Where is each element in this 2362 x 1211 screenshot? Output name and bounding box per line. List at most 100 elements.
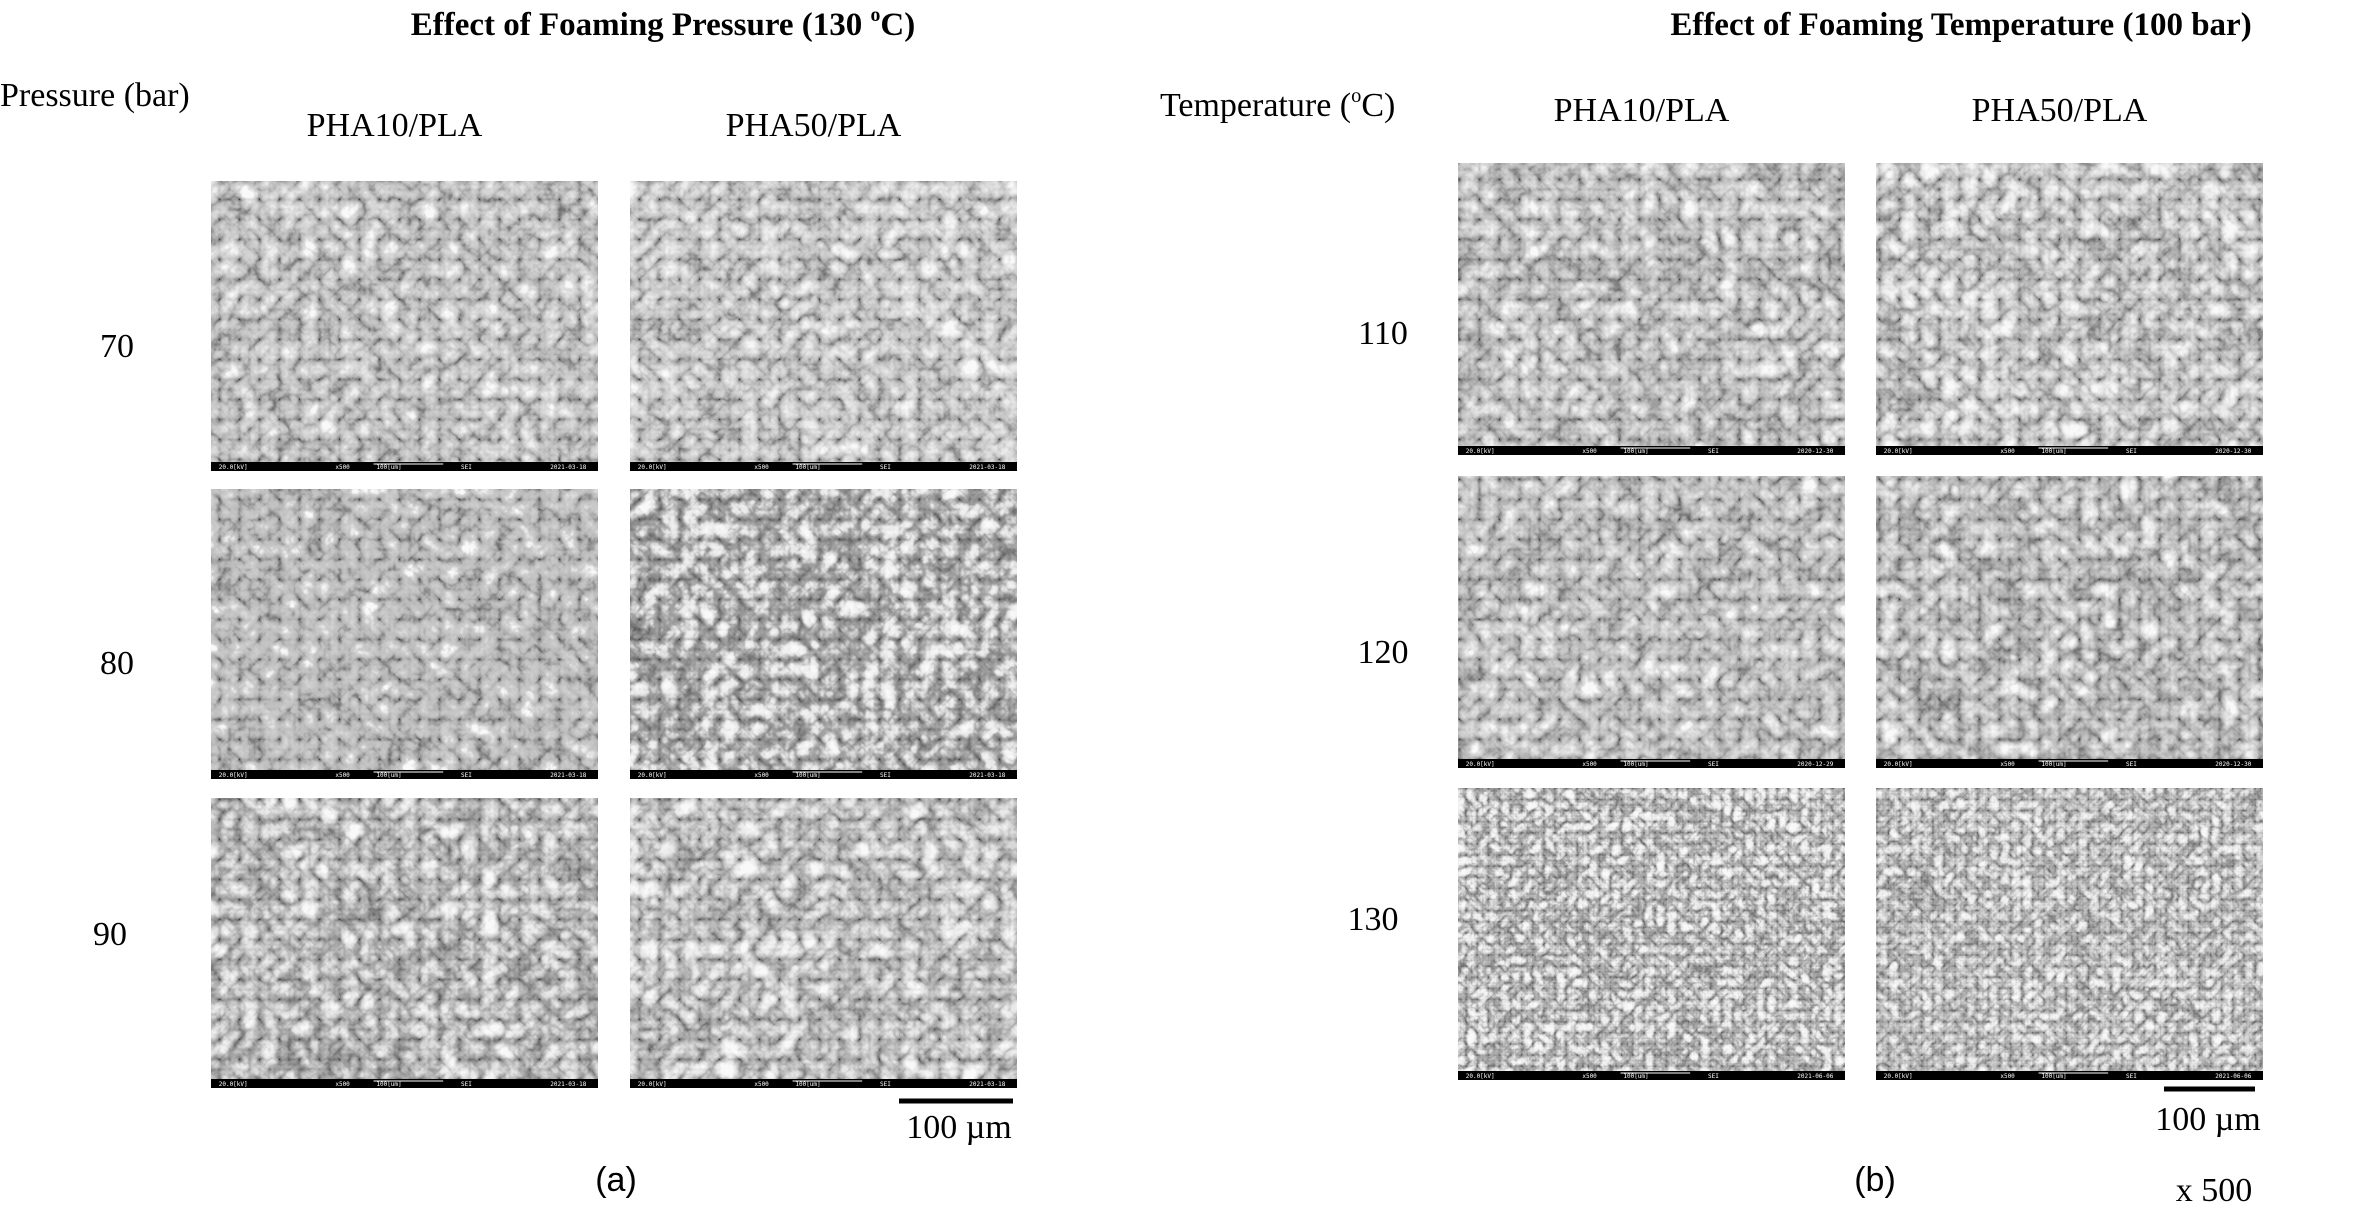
info-scale: 100[um] bbox=[795, 772, 820, 779]
sem-image: 20.0[kV] x500 100[um] SEI 2021-06-06 bbox=[1458, 788, 1845, 1080]
info-kv: 20.0[kV] bbox=[638, 772, 667, 779]
info-bar bbox=[1458, 759, 1845, 768]
info-kv: 20.0[kV] bbox=[1884, 448, 1913, 455]
info-scale: 100[um] bbox=[2041, 761, 2066, 768]
info-date: 2021-03-18 bbox=[969, 464, 1006, 471]
row-axis-label-part: Temperature ( bbox=[1160, 87, 1351, 124]
info-kv: 20.0[kV] bbox=[219, 772, 248, 779]
info-mag: x500 bbox=[335, 772, 350, 779]
sem-texture bbox=[1876, 476, 2263, 768]
sem-texture bbox=[1458, 788, 1845, 1080]
row-label: 70 bbox=[100, 328, 134, 365]
info-bar bbox=[1458, 446, 1845, 455]
info-kv: 20.0[kV] bbox=[219, 1081, 248, 1088]
column-header: PHA50/PLA bbox=[1972, 92, 2148, 129]
info-date: 2021-06-06 bbox=[2215, 1073, 2252, 1080]
row-axis-label-sup: o bbox=[1351, 85, 1361, 107]
info-scale: 100[um] bbox=[376, 1081, 401, 1088]
sem-image: 20.0[kV] x500 100[um] SEI 2020-12-30 bbox=[1876, 476, 2263, 768]
info-mag: x500 bbox=[754, 1081, 769, 1088]
info-bar bbox=[630, 1079, 1017, 1088]
info-kv: 20.0[kV] bbox=[219, 464, 248, 471]
info-scale: 100[um] bbox=[795, 1081, 820, 1088]
info-mag: x500 bbox=[2000, 1073, 2015, 1080]
panel-title: Effect of Foaming Pressure (130 oC) bbox=[411, 4, 915, 43]
scale-bar-label: 100 µm bbox=[2155, 1101, 2261, 1138]
info-bar bbox=[211, 462, 598, 471]
info-scale: 100[um] bbox=[2041, 448, 2066, 455]
info-kv: 20.0[kV] bbox=[1884, 761, 1913, 768]
info-bar bbox=[630, 770, 1017, 779]
info-det: SEI bbox=[2126, 448, 2137, 455]
info-date: 2020-12-30 bbox=[1797, 448, 1834, 455]
panel-label: (a) bbox=[595, 1161, 637, 1199]
info-kv: 20.0[kV] bbox=[638, 1081, 667, 1088]
sem-texture bbox=[1458, 163, 1845, 455]
panel-title-sup: o bbox=[871, 4, 881, 26]
column-header: PHA10/PLA bbox=[1554, 92, 1730, 129]
info-det: SEI bbox=[880, 464, 891, 471]
info-scale: 100[um] bbox=[376, 772, 401, 779]
sem-texture bbox=[211, 181, 598, 471]
sem-texture bbox=[1876, 163, 2263, 455]
sem-image: 20.0[kV] x500 100[um] SEI 2020-12-29 bbox=[1458, 476, 1845, 768]
info-det: SEI bbox=[2126, 1073, 2137, 1080]
info-bar bbox=[630, 462, 1017, 471]
row-axis-label: Pressure (bar) bbox=[0, 77, 190, 114]
info-mag: x500 bbox=[754, 464, 769, 471]
info-kv: 20.0[kV] bbox=[1466, 761, 1495, 768]
info-bar bbox=[1876, 446, 2263, 455]
info-scale: 100[um] bbox=[2041, 1073, 2066, 1080]
row-label: 110 bbox=[1358, 315, 1408, 352]
info-scale: 100[um] bbox=[1623, 1073, 1648, 1080]
row-label: 90 bbox=[93, 916, 127, 953]
info-det: SEI bbox=[1708, 761, 1719, 768]
info-det: SEI bbox=[2126, 761, 2137, 768]
info-mag: x500 bbox=[2000, 761, 2015, 768]
info-kv: 20.0[kV] bbox=[1884, 1073, 1913, 1080]
panel-title: Effect of Foaming Temperature (100 bar) bbox=[1670, 7, 2251, 43]
sem-image: 20.0[kV] x500 100[um] SEI 2021-03-18 bbox=[630, 489, 1017, 779]
row-axis-label-part: C) bbox=[1361, 87, 1395, 124]
sem-image: 20.0[kV] x500 100[um] SEI 2021-03-18 bbox=[211, 181, 598, 471]
info-det: SEI bbox=[880, 772, 891, 779]
info-bar bbox=[1458, 1071, 1845, 1080]
info-kv: 20.0[kV] bbox=[1466, 1073, 1495, 1080]
info-mag: x500 bbox=[754, 772, 769, 779]
row-label: 130 bbox=[1348, 901, 1399, 938]
panel-label: (b) bbox=[1854, 1161, 1896, 1199]
sem-image: 20.0[kV] x500 100[um] SEI 2021-06-06 bbox=[1876, 788, 2263, 1080]
row-label: 80 bbox=[100, 645, 134, 682]
column-header: PHA50/PLA bbox=[726, 107, 902, 144]
info-kv: 20.0[kV] bbox=[638, 464, 667, 471]
row-axis-label-part: Pressure (bar) bbox=[0, 77, 190, 114]
sem-image: 20.0[kV] x500 100[um] SEI 2020-12-30 bbox=[1876, 163, 2263, 455]
info-bar bbox=[1876, 1071, 2263, 1080]
sem-texture bbox=[1876, 788, 2263, 1080]
magnification: x 500 bbox=[2176, 1172, 2253, 1209]
sem-image: 20.0[kV] x500 100[um] SEI 2021-03-18 bbox=[211, 489, 598, 779]
info-mag: x500 bbox=[335, 464, 350, 471]
sem-texture bbox=[630, 798, 1017, 1088]
info-date: 2020-12-30 bbox=[2215, 761, 2252, 768]
sem-texture bbox=[1458, 476, 1845, 768]
column-header: PHA10/PLA bbox=[307, 107, 483, 144]
row-axis-label: Temperature (oC) bbox=[1160, 85, 1395, 124]
info-scale: 100[um] bbox=[376, 464, 401, 471]
info-det: SEI bbox=[1708, 448, 1719, 455]
info-mag: x500 bbox=[1582, 1073, 1597, 1080]
info-date: 2021-06-06 bbox=[1797, 1073, 1834, 1080]
info-mag: x500 bbox=[2000, 448, 2015, 455]
info-date: 2020-12-29 bbox=[1797, 761, 1834, 768]
info-det: SEI bbox=[461, 1081, 472, 1088]
sem-image: 20.0[kV] x500 100[um] SEI 2021-03-18 bbox=[630, 181, 1017, 471]
info-det: SEI bbox=[461, 464, 472, 471]
info-mag: x500 bbox=[1582, 761, 1597, 768]
info-date: 2021-03-18 bbox=[550, 772, 587, 779]
sem-texture bbox=[630, 181, 1017, 471]
info-scale: 100[um] bbox=[795, 464, 820, 471]
sem-texture bbox=[211, 798, 598, 1088]
info-scale: 100[um] bbox=[1623, 761, 1648, 768]
